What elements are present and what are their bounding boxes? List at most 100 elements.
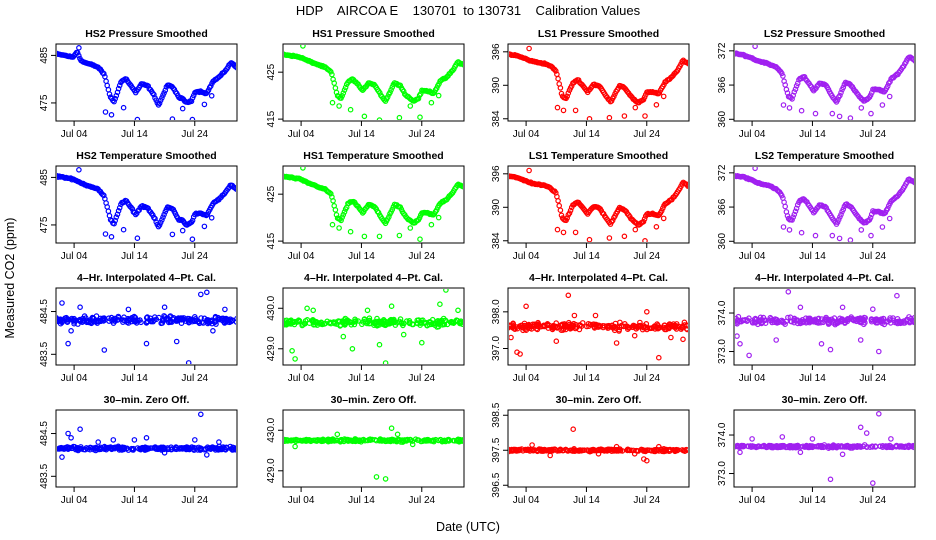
- y-tick-label: 384: [491, 110, 502, 127]
- data-point: [840, 84, 847, 91]
- plot-frame: [282, 409, 465, 488]
- x-tick-label: Jul 24: [633, 251, 660, 262]
- data-point: [858, 105, 865, 111]
- data-point: [855, 316, 862, 323]
- data-point: [124, 445, 130, 452]
- panel-ls2-pressure: LS2 Pressure Smoothed Jul 04 Jul 14 Jul 24 3…: [717, 28, 916, 140]
- data-point: [347, 106, 354, 113]
- panel-title: 30–min. Zero Off.: [556, 394, 642, 406]
- y-tick-label: 398.5: [491, 402, 502, 427]
- data-point: [564, 93, 571, 100]
- y-tick-label: 475: [39, 94, 50, 111]
- data-point: [400, 331, 407, 338]
- data-point: [161, 304, 168, 311]
- data-point: [654, 321, 660, 327]
- data-point: [57, 317, 63, 324]
- data-point: [780, 102, 787, 108]
- data-point: [101, 192, 107, 199]
- x-tick-label: Jul 14: [348, 495, 375, 506]
- data-point: [440, 320, 447, 327]
- data-point: [879, 444, 886, 451]
- data-point: [586, 116, 593, 120]
- data-point: [234, 186, 236, 193]
- data-point: [606, 114, 613, 120]
- data-point: [461, 184, 463, 190]
- y-tick-label: 360: [717, 111, 728, 128]
- panel-ls1-temperature: LS1 Temperature Smoothed Jul 04 Jul 14 Jul …: [491, 150, 690, 262]
- y-tick-label: 366: [717, 76, 728, 93]
- data-point: [131, 318, 138, 325]
- data-point: [394, 431, 401, 438]
- data-point: [379, 438, 385, 444]
- data-point: [911, 314, 914, 321]
- data-point: [152, 444, 159, 450]
- data-point: [386, 214, 392, 220]
- data-point: [336, 103, 342, 109]
- data-point: [567, 325, 574, 331]
- data-point: [376, 233, 383, 240]
- panel-title: 30–min. Zero Off.: [782, 394, 868, 406]
- data-point: [101, 444, 107, 451]
- data-point: [842, 320, 848, 326]
- data-point: [309, 317, 316, 324]
- data-point: [565, 319, 572, 326]
- data-point: [616, 324, 623, 331]
- series-points: [509, 45, 688, 120]
- data-point: [608, 446, 615, 453]
- data-point: [613, 340, 620, 346]
- data-point: [151, 91, 157, 98]
- data-point: [606, 446, 612, 453]
- x-tick-label: Jul 04: [288, 373, 315, 384]
- panel-ls1-zero: 30–min. Zero Off. Jul 04 Jul 14 Jul 24 396.5…: [491, 394, 690, 506]
- data-point: [628, 447, 634, 454]
- data-point: [749, 436, 755, 442]
- data-point: [785, 314, 791, 321]
- data-point: [869, 306, 876, 313]
- data-point: [872, 444, 879, 450]
- data-point: [326, 436, 332, 443]
- data-point: [560, 107, 567, 114]
- data-point: [863, 430, 870, 436]
- data-point: [415, 437, 422, 443]
- data-point: [825, 317, 832, 323]
- data-point: [359, 321, 365, 328]
- data-point: [176, 316, 183, 323]
- data-point: [327, 319, 334, 326]
- data-point: [911, 56, 914, 63]
- data-point: [376, 341, 383, 348]
- x-tick-label: Jul 24: [633, 495, 660, 506]
- panel-title: HS1 Temperature Smoothed: [303, 150, 443, 162]
- data-point: [57, 318, 63, 324]
- data-point: [624, 323, 631, 330]
- data-point: [613, 443, 620, 450]
- data-point: [534, 326, 541, 333]
- data-point: [595, 450, 602, 457]
- data-point: [204, 211, 211, 218]
- x-tick-label: Jul 04: [61, 129, 88, 140]
- data-point: [744, 443, 751, 449]
- data-point: [83, 318, 90, 325]
- data-point: [827, 476, 834, 483]
- x-tick-label: Jul 04: [513, 373, 540, 384]
- data-point: [284, 321, 287, 328]
- data-point: [158, 447, 165, 453]
- data-point: [192, 437, 198, 443]
- data-point: [884, 83, 891, 89]
- data-point: [358, 437, 365, 444]
- data-point: [412, 436, 419, 443]
- data-point: [868, 316, 875, 322]
- data-point: [823, 204, 830, 211]
- data-point: [809, 436, 816, 442]
- plot-frame: [282, 287, 465, 366]
- data-point: [329, 71, 335, 78]
- data-point: [101, 70, 107, 77]
- data-point: [111, 98, 117, 105]
- plot-frame: [733, 409, 916, 488]
- data-point: [554, 104, 561, 111]
- data-point: [111, 315, 118, 322]
- data-point: [512, 326, 518, 333]
- data-point: [887, 317, 893, 323]
- data-point: [82, 446, 89, 453]
- plot-frame: [733, 165, 916, 244]
